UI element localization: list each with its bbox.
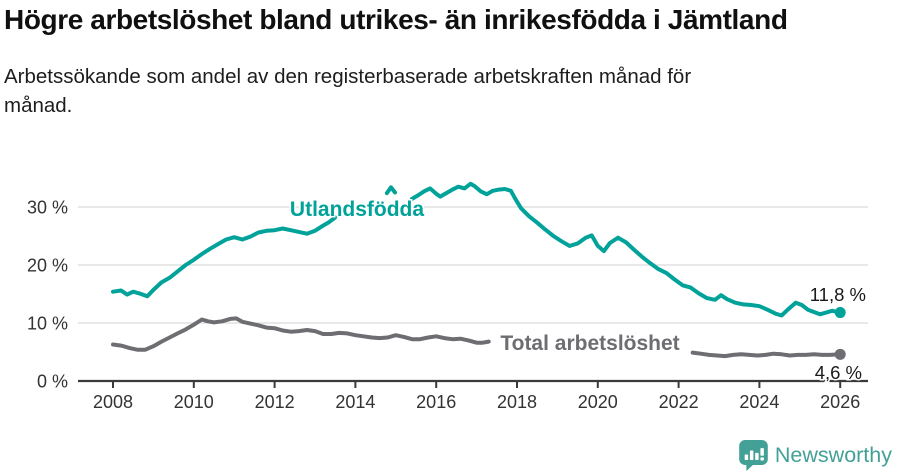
x-tick-label-2010: 2010 <box>174 392 214 412</box>
x-tick-label-2008: 2008 <box>93 392 133 412</box>
x-tick-label-2012: 2012 <box>255 392 295 412</box>
y-tick-label-0: 0 % <box>37 372 68 392</box>
chart-title: Högre arbetslöshet bland utrikes- än inr… <box>4 4 788 35</box>
x-tick-label-2018: 2018 <box>497 392 537 412</box>
series-line-0-seg-2 <box>410 181 843 318</box>
series-label-1: Total arbetslöshet <box>500 332 679 355</box>
speech-bubble-shape <box>739 440 768 471</box>
newsworthy-wordmark: Newsworthy <box>774 443 892 467</box>
y-tick-label-10: 10 % <box>27 314 68 334</box>
x-tick-label-2026: 2026 <box>820 392 860 412</box>
x-tick-label-2020: 2020 <box>578 392 618 412</box>
x-tick-label-2024: 2024 <box>739 392 779 412</box>
series-line-1-seg-0 <box>111 316 491 352</box>
series-end-value-label-0: 11,8 % <box>810 284 866 305</box>
newsworthy-icon <box>739 440 768 471</box>
series-end-dot-1 <box>834 348 846 360</box>
y-tick-label-20: 20 % <box>27 256 68 276</box>
series-end-dot-0 <box>834 307 846 319</box>
series-line-1-seg-1 <box>690 350 843 359</box>
series-line-0-seg-1 <box>384 185 397 196</box>
x-tick-label-2016: 2016 <box>416 392 456 412</box>
series-line-0-seg-0 <box>111 215 338 299</box>
x-tick-label-2022: 2022 <box>659 392 699 412</box>
mini-bar-chart <box>744 448 764 461</box>
y-tick-label-30: 30 % <box>27 198 68 218</box>
series-label-0: Utlandsfödda <box>290 198 424 221</box>
newsworthy-logo: Newsworthy <box>739 440 892 471</box>
x-tick-label-2014: 2014 <box>335 392 375 412</box>
chart-subtitle: Arbetssökande som andel av den registerb… <box>4 65 692 118</box>
series-end-value-label-1: 4,6 % <box>815 362 862 383</box>
